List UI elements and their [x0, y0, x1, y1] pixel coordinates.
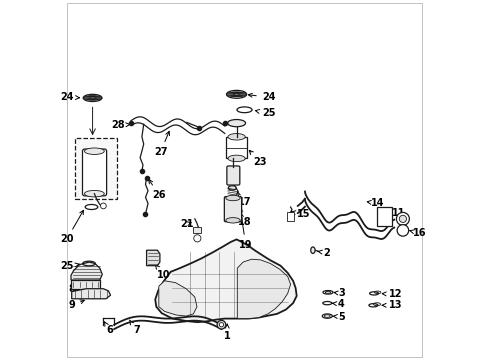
Text: 25: 25 [255, 108, 275, 118]
Text: 5: 5 [332, 312, 344, 322]
FancyBboxPatch shape [224, 197, 241, 222]
Text: 21: 21 [180, 219, 193, 229]
Polygon shape [237, 259, 290, 319]
Text: 19: 19 [239, 213, 252, 250]
Polygon shape [146, 250, 160, 266]
Text: 16: 16 [409, 228, 426, 238]
Text: 27: 27 [153, 131, 169, 157]
Text: 28: 28 [111, 120, 130, 130]
Text: 25: 25 [60, 261, 79, 271]
Text: 8: 8 [68, 280, 82, 294]
Polygon shape [155, 239, 296, 322]
Text: 14: 14 [366, 198, 384, 208]
Ellipse shape [227, 134, 244, 140]
Text: 17: 17 [230, 179, 251, 207]
Text: 12: 12 [382, 289, 401, 300]
Bar [286, 212, 294, 221]
Text: 1: 1 [224, 324, 230, 341]
Circle shape [217, 320, 225, 329]
Text: 18: 18 [236, 192, 251, 228]
Bar [75, 138, 117, 199]
Circle shape [193, 235, 201, 242]
Ellipse shape [227, 120, 245, 127]
Text: 2: 2 [317, 248, 329, 258]
Text: 23: 23 [249, 150, 266, 167]
Ellipse shape [227, 155, 244, 162]
Text: 7: 7 [129, 320, 140, 335]
Ellipse shape [228, 186, 236, 190]
Polygon shape [72, 289, 110, 299]
Text: 10: 10 [155, 265, 170, 280]
Ellipse shape [84, 148, 104, 154]
Text: 15: 15 [290, 209, 309, 219]
Text: 20: 20 [60, 210, 83, 244]
Circle shape [396, 225, 408, 236]
Circle shape [399, 215, 406, 222]
Text: 24: 24 [248, 92, 275, 102]
Text: 24: 24 [60, 92, 80, 102]
Text: 11: 11 [385, 208, 405, 218]
Text: 9: 9 [68, 300, 84, 310]
Text: 22: 22 [79, 186, 92, 196]
Bar [376, 207, 391, 226]
Polygon shape [71, 262, 102, 280]
FancyBboxPatch shape [226, 166, 239, 185]
Polygon shape [71, 280, 100, 289]
Ellipse shape [310, 247, 314, 253]
Text: 13: 13 [382, 300, 401, 310]
Polygon shape [159, 281, 197, 316]
Circle shape [396, 212, 408, 225]
Ellipse shape [225, 217, 240, 223]
FancyBboxPatch shape [82, 149, 106, 196]
Circle shape [219, 323, 223, 327]
Bar [193, 227, 201, 233]
Ellipse shape [225, 195, 240, 201]
Text: 6: 6 [104, 322, 112, 335]
Circle shape [101, 203, 106, 209]
Text: 26: 26 [148, 180, 166, 200]
Text: 4: 4 [332, 299, 344, 309]
Ellipse shape [84, 190, 104, 197]
Text: 3: 3 [333, 288, 344, 298]
Bar [226, 137, 246, 158]
